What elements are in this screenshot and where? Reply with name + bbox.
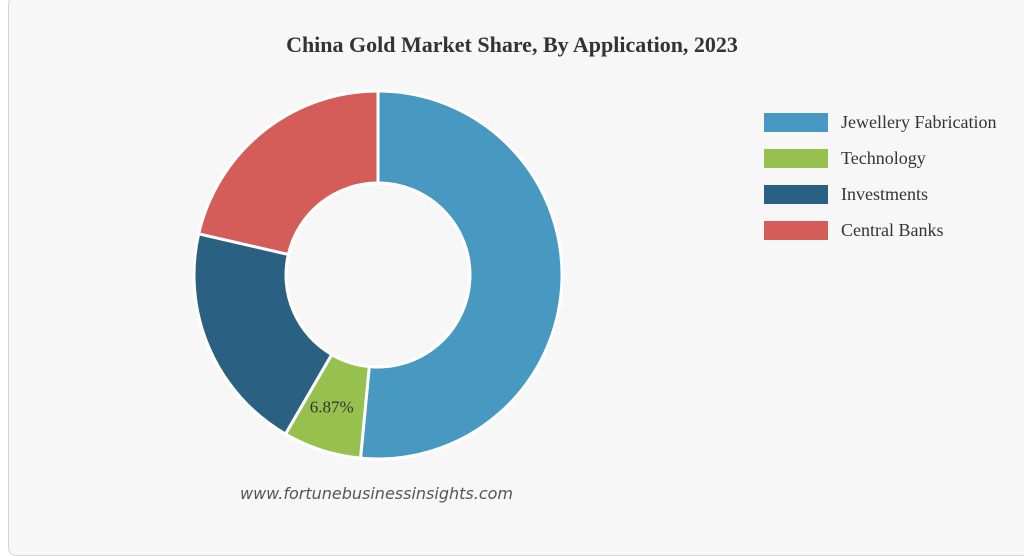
legend-swatch xyxy=(764,184,828,204)
data-label: 6.87% xyxy=(310,397,354,416)
donut-slice-central-banks[interactable] xyxy=(196,89,380,257)
legend-label: Investments xyxy=(841,183,928,204)
donut-slice-jewellery-fabrication[interactable] xyxy=(358,89,564,461)
donut-chart: 6.87% xyxy=(192,89,564,461)
legend-item-central-banks[interactable]: Central Banks xyxy=(764,212,996,248)
donut-slice-investments[interactable] xyxy=(192,232,334,437)
legend-label: Central Banks xyxy=(841,219,944,240)
legend-swatch xyxy=(764,112,828,132)
legend-item-jewellery-fabrication[interactable]: Jewellery Fabrication xyxy=(764,104,996,140)
source-url: www.fortunebusinessinsights.com xyxy=(240,484,513,503)
legend-item-technology[interactable]: Technology xyxy=(764,140,996,176)
legend-item-investments[interactable]: Investments xyxy=(764,176,996,212)
chart-title: China Gold Market Share, By Application,… xyxy=(286,32,738,57)
legend-swatch xyxy=(764,220,828,240)
chart-legend: Jewellery Fabrication Technology Investm… xyxy=(764,104,996,248)
legend-label: Jewellery Fabrication xyxy=(841,111,997,132)
legend-swatch xyxy=(764,148,828,168)
legend-label: Technology xyxy=(841,147,926,168)
